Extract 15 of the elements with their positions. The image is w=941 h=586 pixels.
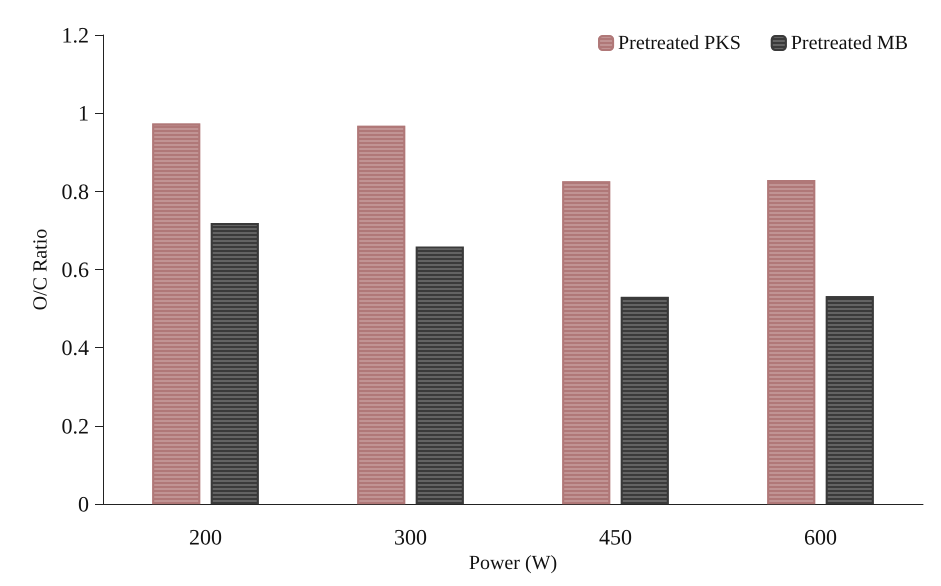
x-tick-label: 450 [599, 524, 632, 550]
x-axis-title: Power (W) [468, 552, 558, 574]
x-tick-label: 600 [804, 524, 837, 550]
legend-label: Pretreated PKS [618, 32, 741, 54]
y-tick-label: 0.6 [62, 257, 89, 282]
y-tick-label: 1 [78, 100, 89, 126]
y-tick-label: 0 [78, 492, 89, 517]
y-axis-title: O/C Ratio [30, 228, 52, 310]
y-tick-label: 0.8 [62, 178, 89, 204]
x-tick-label: 200 [189, 524, 222, 550]
y-tick-label: 0.4 [62, 335, 89, 360]
y-tick-label: 1.2 [62, 22, 89, 48]
legend-label: Pretreated MB [790, 32, 908, 54]
y-tick-label: 0.2 [62, 413, 89, 438]
x-tick-label: 300 [394, 524, 427, 550]
